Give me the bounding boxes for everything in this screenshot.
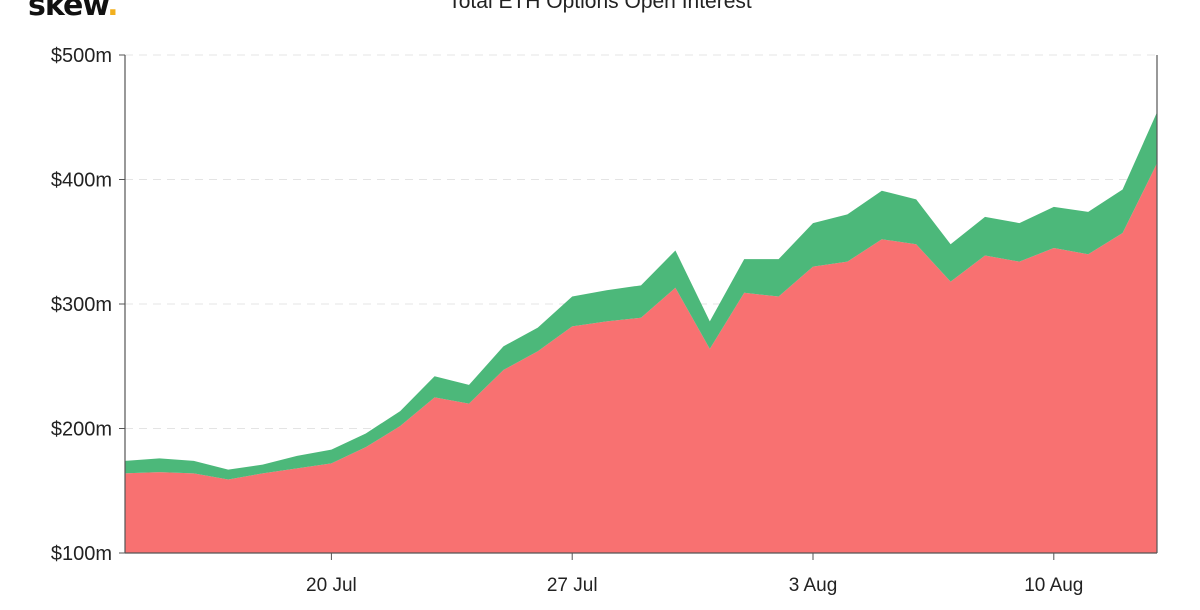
area-series-2 [125,112,1157,480]
y-tick-label: $100m [51,543,112,565]
y-tick-label: $200m [51,419,112,441]
skew-logo: skew. [28,0,119,23]
y-tick-label: $300m [51,294,112,316]
x-tick-label: 3 Aug [789,575,838,596]
y-tick-label: $500m [51,45,112,67]
chart-title: Total ETH Options Open Interest [448,0,752,13]
x-tick-label: 20 Jul [306,575,357,596]
area-series [125,112,1157,553]
x-tick-label: 10 Aug [1024,575,1083,596]
y-tick-label: $400m [51,170,112,192]
axes: $100m $200m $300m $400m $500m 20 Jul 27 Jul 3 A… [51,45,1158,596]
area-series-1 [125,163,1157,553]
x-tick-label: 27 Jul [547,575,598,596]
